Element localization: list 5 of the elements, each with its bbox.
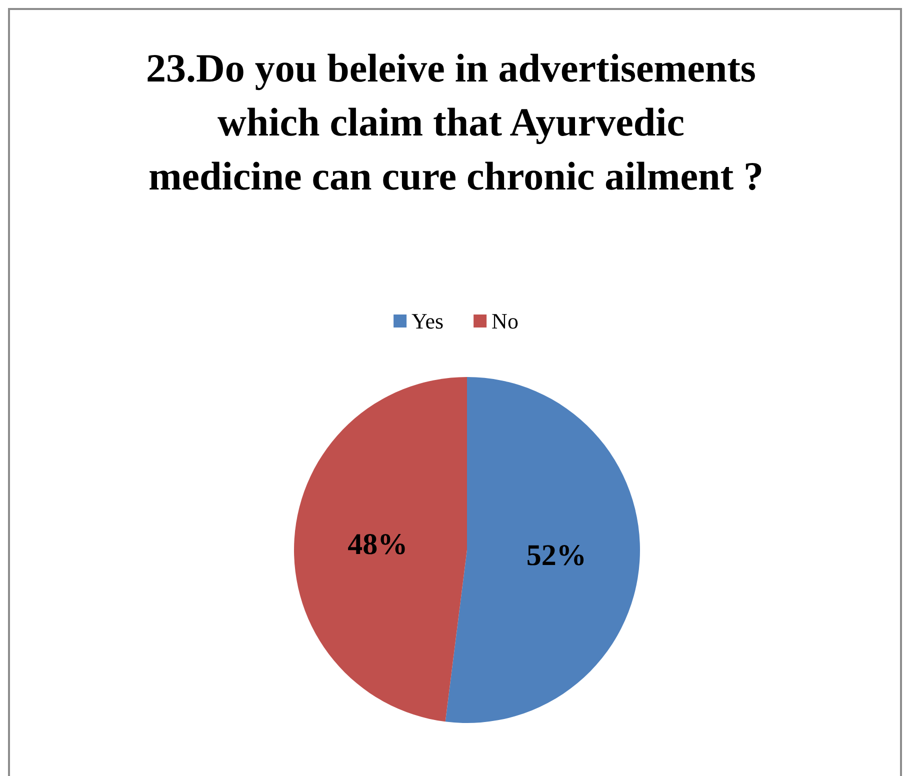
chart-title: 23.Do you beleive in advertisements which claim that Ayurvedic medicine can cure chronic ailment ? — [146, 46, 766, 198]
data-label: 48% — [348, 528, 408, 561]
legend-label: No — [492, 308, 518, 334]
data-label: 52% — [526, 539, 586, 572]
legend-label: Yes — [412, 308, 444, 334]
